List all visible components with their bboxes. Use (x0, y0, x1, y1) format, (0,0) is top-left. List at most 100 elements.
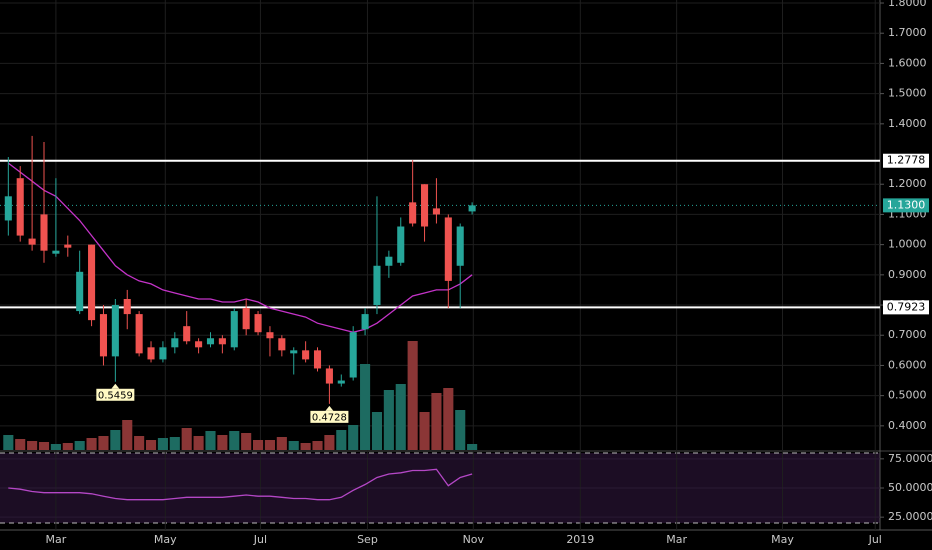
annotation-box (310, 410, 349, 423)
candle-body (266, 332, 274, 339)
y-tick-label: 1.2000 (888, 177, 927, 190)
volume-bar (169, 437, 180, 450)
y-tick-label: 0.6000 (888, 358, 927, 371)
candle-body (468, 205, 476, 212)
volume-bar (122, 420, 133, 450)
candle-body (171, 338, 179, 348)
x-tick-label: Jul (868, 533, 882, 546)
price-tag-label: 0.7923 (887, 300, 926, 313)
volume-bar (360, 364, 371, 450)
candle-body (147, 347, 155, 360)
x-tick-label: Mar (666, 533, 687, 546)
candle-body (230, 311, 238, 348)
candle-body (349, 332, 357, 378)
y-tick-label: 75.0000 (888, 452, 932, 465)
y-tick-label: 0.7000 (888, 328, 927, 341)
x-tick-label: 2019 (566, 533, 594, 546)
annotation-pointer (111, 383, 120, 389)
candle-body (123, 298, 131, 315)
candle-body (397, 226, 405, 263)
volume-bar (110, 430, 121, 450)
candle-body (337, 380, 345, 384)
volume-bar (419, 412, 430, 450)
volume-bar (62, 443, 73, 450)
candle-body (4, 196, 12, 221)
volume-bar (276, 437, 287, 450)
x-tick-label: Nov (463, 533, 485, 546)
volume-bar (241, 433, 252, 450)
annotation-label: 0.4728 (312, 412, 347, 423)
y-tick-label: 1.4000 (888, 117, 927, 130)
volume-bar (157, 438, 168, 450)
volume-bar (288, 441, 299, 450)
rsi-line (8, 468, 473, 501)
y-tick-label: 0.9000 (888, 268, 927, 281)
candle-body (111, 305, 119, 357)
candle-body (16, 178, 24, 236)
candle-body (432, 208, 440, 215)
volume-bar (348, 425, 359, 450)
candle-body (444, 217, 452, 281)
volume-bar (74, 441, 85, 450)
annotation-label: 0.5459 (98, 390, 133, 401)
y-tick-label: 0.5000 (888, 389, 927, 402)
candle-body (99, 314, 107, 357)
candle-body (28, 238, 36, 245)
volume-bar (229, 431, 240, 450)
candle-body (313, 350, 322, 369)
candle-body (40, 214, 48, 251)
candle-body (254, 314, 262, 333)
y-tick-label: 1.8000 (888, 0, 927, 9)
volume-bar (395, 384, 406, 450)
x-tick-label: May (154, 533, 177, 546)
candle-body (76, 271, 84, 312)
volume-bar (98, 436, 109, 450)
volume-bar (371, 412, 383, 450)
x-tick-label: Jul (253, 533, 267, 546)
last-price-tag (883, 198, 929, 213)
volume-bar (336, 430, 347, 450)
volume-bar (3, 435, 14, 450)
x-tick-label: Mar (46, 533, 67, 546)
volume-bar (324, 435, 335, 450)
annotation-pointer (325, 405, 334, 411)
volume-bar (27, 441, 38, 450)
volume-bar (193, 436, 204, 450)
annotation-box (96, 388, 135, 401)
volume-bar (145, 440, 157, 450)
candle-body (88, 244, 96, 321)
y-tick-label: 0.4000 (888, 419, 927, 432)
price-tag (883, 153, 929, 168)
candle-body (242, 308, 250, 330)
y-tick-label: 1.0000 (888, 238, 927, 251)
volume-bar (86, 438, 97, 450)
volume-bar (383, 390, 394, 450)
candle-body (361, 314, 369, 330)
volume-bar (431, 393, 442, 450)
volume-bar (253, 440, 264, 450)
volume-bar (300, 443, 311, 450)
candle-body (183, 326, 191, 342)
candle-body (302, 350, 310, 360)
y-tick-label: 1.5000 (888, 87, 927, 100)
y-tick-label: 1.6000 (888, 56, 927, 69)
volume-bar (134, 436, 145, 450)
price-tag-label: 1.2778 (887, 154, 926, 167)
volume-bar (181, 428, 192, 450)
volume-bar (467, 444, 478, 450)
candle-body (218, 338, 226, 345)
candle-body (409, 202, 417, 224)
volume-bar (443, 388, 454, 450)
y-tick-label: 25.0000 (888, 510, 932, 523)
volume-bar (205, 431, 216, 450)
candle-body (135, 314, 143, 354)
candle-body (325, 368, 333, 384)
x-tick-label: Sep (357, 533, 378, 546)
volume-bar (264, 440, 275, 450)
candle-body (52, 250, 60, 254)
candle-body (159, 347, 167, 360)
candle-body (290, 350, 298, 354)
volume-bar (15, 439, 26, 450)
moving-average (7, 162, 473, 333)
candle-body (385, 256, 393, 266)
